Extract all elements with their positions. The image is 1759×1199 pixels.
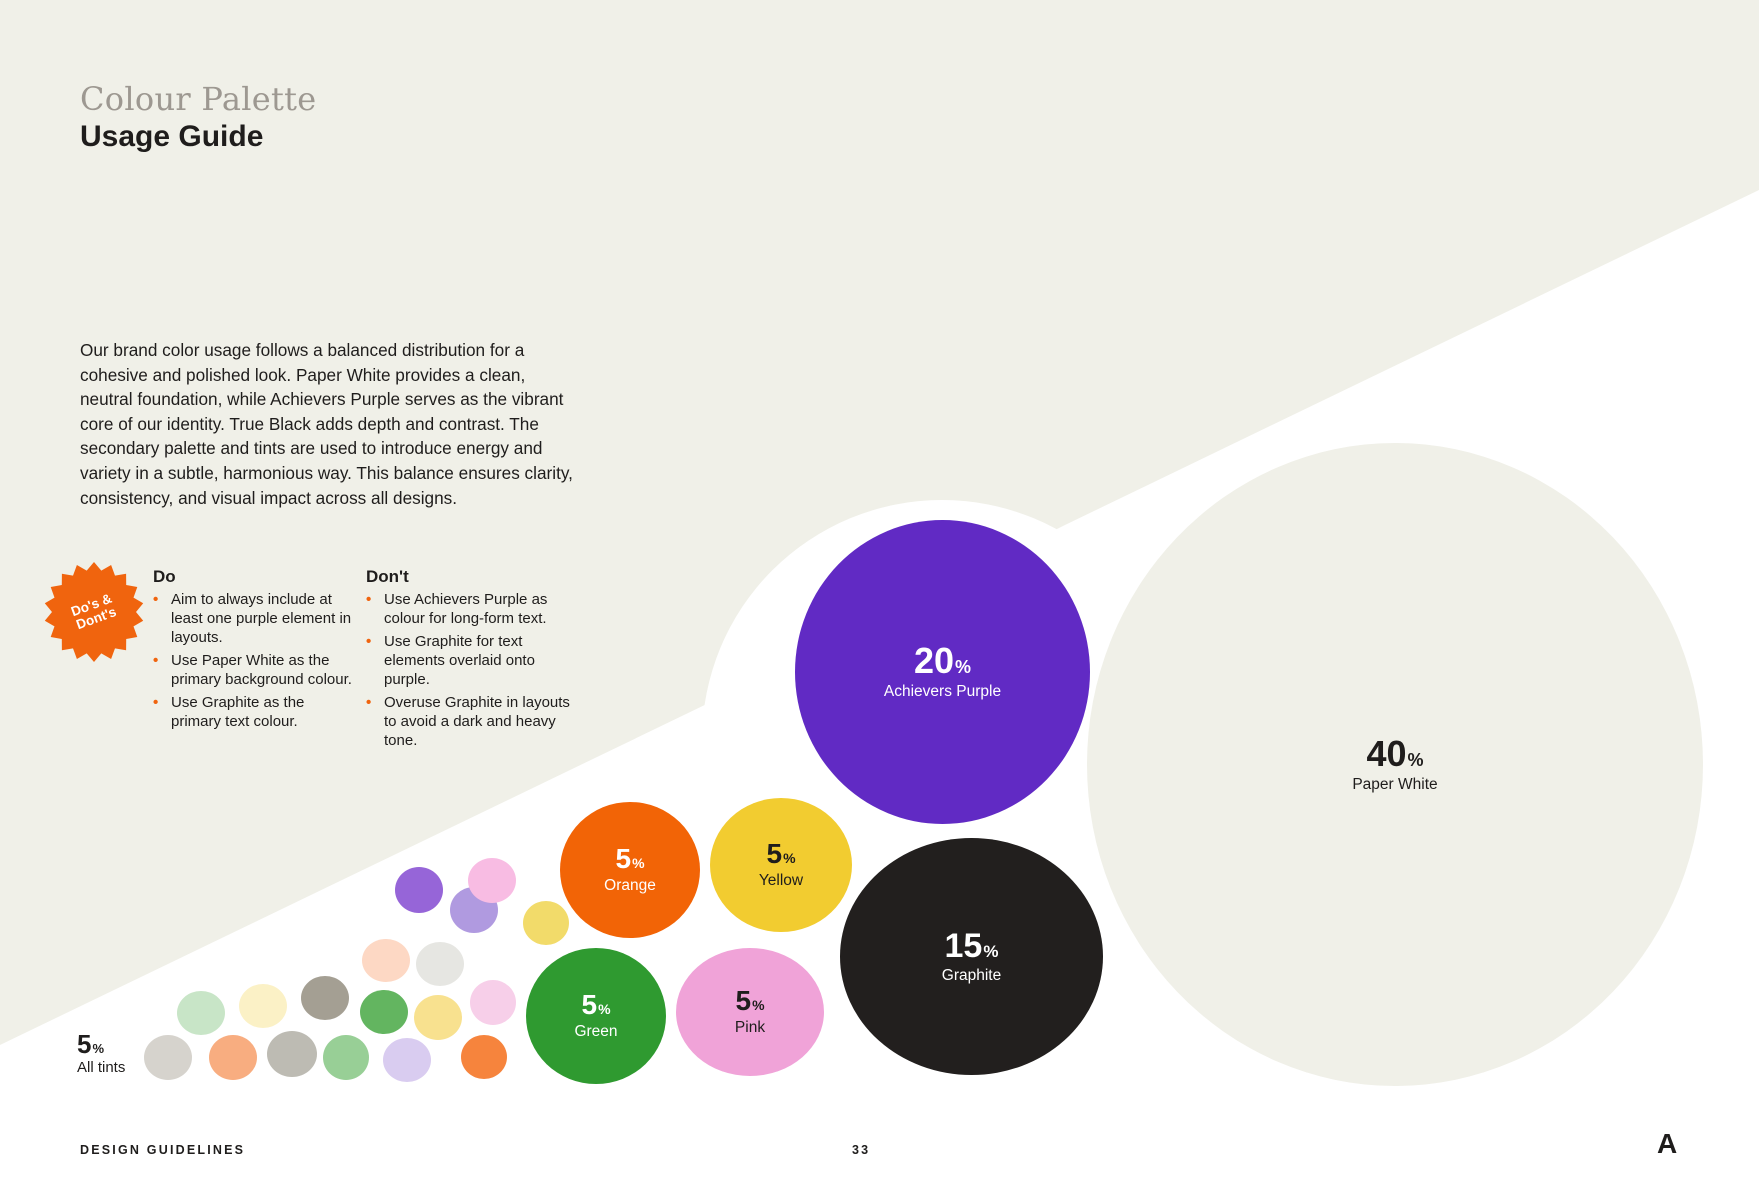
tint-swatch — [301, 976, 349, 1020]
dont-item: Use Achievers Purple as colour for long-… — [366, 590, 581, 628]
purple-percent: 20 — [913, 640, 955, 681]
tints-percent: 5 — [77, 1029, 92, 1059]
tints-label: All tints — [77, 1059, 126, 1076]
tint-swatch — [523, 901, 569, 945]
dont-item: Overuse Graphite in layouts to avoid a d… — [366, 693, 581, 750]
tint-swatch — [416, 942, 464, 986]
do-item: Aim to always include at least one purpl… — [153, 590, 353, 647]
orange-percent: 5 — [615, 843, 632, 874]
do-list: Aim to always include at least one purpl… — [153, 590, 353, 731]
page-number: 33 — [852, 1143, 871, 1157]
graphite-percent: 15 — [944, 926, 983, 965]
orange-label: Orange — [604, 877, 656, 894]
tint-swatch — [468, 857, 516, 903]
dont-list: Use Achievers Purple as colour for long-… — [366, 590, 581, 750]
do-column: Do Aim to always include at least one pu… — [153, 567, 353, 735]
all-tints-label: 5% All tints — [77, 1029, 126, 1076]
tint-swatch — [360, 990, 408, 1034]
tint-swatch — [470, 979, 516, 1025]
tint-swatch — [414, 994, 462, 1040]
dont-heading: Don't — [366, 567, 409, 586]
green-percent: 5 — [581, 989, 598, 1020]
tint-swatch — [177, 991, 225, 1035]
brand-logo: A — [1657, 1128, 1678, 1159]
page-supertitle: Colour Palette — [80, 80, 317, 118]
dos-donts-badge: Do's & Dont's — [42, 560, 146, 664]
intro-paragraph: Our brand color usage follows a balanced… — [80, 340, 573, 508]
graphite-label: Graphite — [941, 966, 1002, 984]
green-bubble: 5% Green — [526, 948, 666, 1084]
footer-document-title: DESIGN GUIDELINES — [80, 1143, 246, 1157]
tint-swatch — [461, 1035, 507, 1079]
paper-white-bubble: 40% Paper White — [1087, 443, 1703, 1086]
tint-swatch — [144, 1034, 192, 1080]
dont-item: Use Graphite for text elements overlaid … — [366, 632, 581, 689]
page-title: Usage Guide — [80, 120, 264, 153]
pink-bubble: 5% Pink — [676, 948, 824, 1076]
do-heading: Do — [153, 567, 176, 586]
tint-swatch — [362, 938, 410, 982]
tint-swatch — [323, 1034, 369, 1080]
yellow-bubble: 5% Yellow — [710, 798, 852, 932]
do-item: Use Paper White as the primary backgroun… — [153, 651, 353, 689]
dont-column: Don't Use Achievers Purple as colour for… — [366, 567, 581, 754]
pink-label: Pink — [734, 1019, 766, 1036]
orange-bubble: 5% Orange — [560, 802, 700, 938]
starburst-icon — [44, 562, 144, 662]
purple-label: Achievers Purple — [883, 683, 1002, 700]
yellow-percent: 5 — [766, 838, 783, 869]
do-item: Use Graphite as the primary text colour. — [153, 693, 353, 731]
green-label: Green — [574, 1023, 618, 1040]
paper-white-percent: 40 — [1366, 732, 1407, 774]
graphite-bubble: 15% Graphite — [840, 838, 1103, 1075]
paper-white-label: Paper White — [1352, 775, 1438, 793]
tint-swatch — [395, 867, 443, 913]
tint-swatch — [267, 1031, 317, 1077]
tint-swatch — [383, 1038, 431, 1082]
pink-percent: 5 — [735, 985, 752, 1016]
tint-swatch — [209, 1034, 257, 1080]
achievers-purple-bubble: 20% Achievers Purple — [795, 520, 1090, 824]
tint-swatch — [239, 984, 287, 1028]
yellow-label: Yellow — [758, 872, 804, 889]
